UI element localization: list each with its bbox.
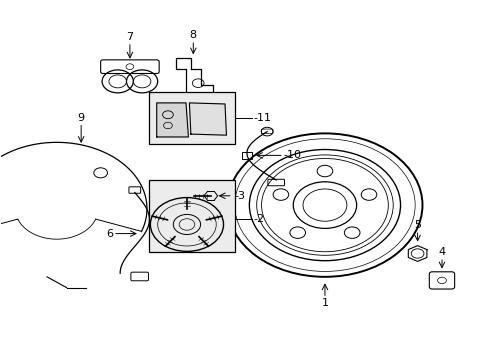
Text: -2: -2	[253, 215, 264, 224]
Polygon shape	[157, 103, 188, 137]
Polygon shape	[189, 103, 226, 135]
Bar	[149, 180, 234, 252]
Text: -10: -10	[283, 150, 301, 161]
Text: 4: 4	[438, 247, 445, 257]
Bar	[149, 92, 234, 144]
Text: -3: -3	[234, 191, 245, 201]
Text: 7: 7	[126, 32, 133, 42]
Bar	[242, 152, 251, 159]
Text: 9: 9	[78, 113, 84, 123]
Text: 1: 1	[321, 298, 328, 309]
Text: -11: -11	[253, 113, 271, 123]
Text: 6: 6	[106, 229, 113, 239]
Text: 8: 8	[189, 30, 197, 40]
Text: 5: 5	[413, 220, 420, 230]
